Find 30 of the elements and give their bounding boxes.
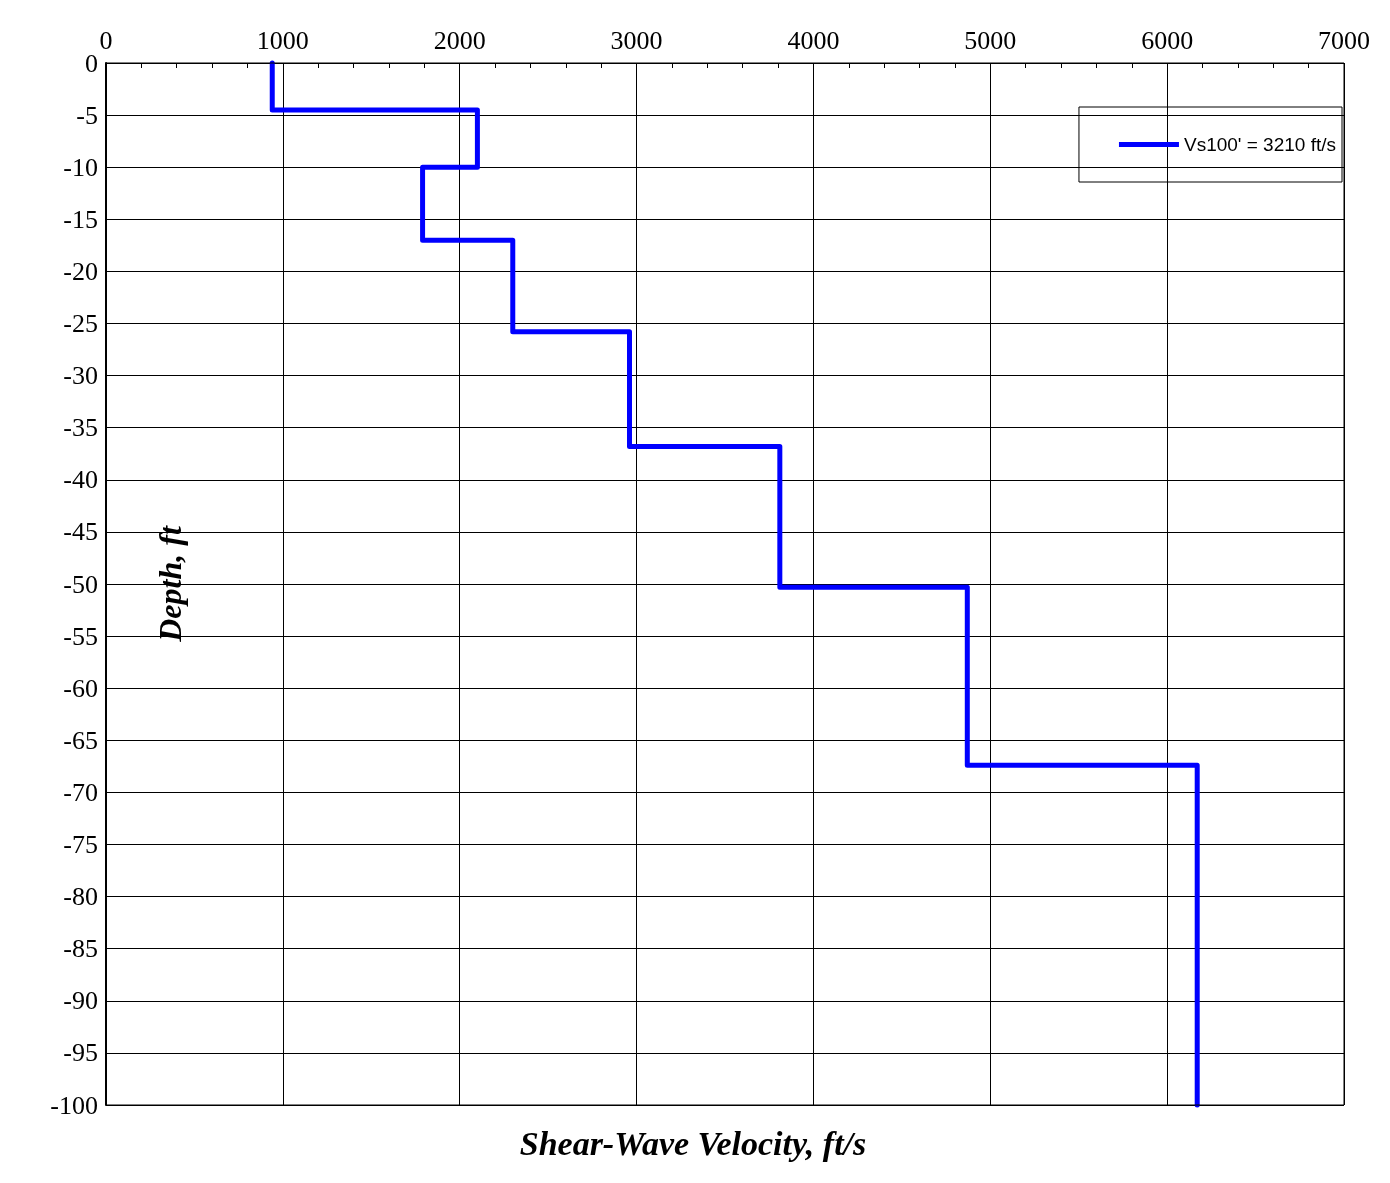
y-tick-label: -100	[50, 1090, 98, 1120]
x-tick-label: 3000	[610, 25, 663, 55]
y-tick-label: -60	[63, 673, 98, 703]
x-tick-label: 6000	[1141, 25, 1194, 55]
x-tick-label: 4000	[787, 25, 840, 55]
y-tick-label: -90	[63, 986, 98, 1016]
y-tick-label: -50	[63, 569, 98, 599]
y-tick-label: -65	[63, 725, 98, 755]
y-tick-label: -35	[63, 413, 98, 443]
y-tick-label: -85	[63, 934, 98, 964]
y-tick-label: -55	[63, 621, 98, 651]
y-tick-label: -15	[63, 204, 98, 234]
x-axis-title: Shear-Wave Velocity, ft/s	[519, 1124, 867, 1162]
y-tick-label: -75	[63, 830, 98, 859]
y-tick-label: -25	[63, 309, 98, 338]
y-tick-label: -95	[63, 1038, 98, 1068]
y-tick-label: -70	[63, 777, 98, 807]
y-tick-label: -10	[63, 152, 98, 182]
y-tick-label: -80	[63, 882, 98, 912]
y-tick-label: -30	[63, 361, 98, 391]
y-tick-label: 0	[85, 48, 98, 78]
x-tick-label: 7000	[1318, 25, 1370, 55]
x-tick-label: 2000	[433, 25, 486, 55]
y-tick-label: -40	[63, 465, 98, 495]
x-tick-label: 1000	[256, 25, 309, 55]
y-tick-label: -20	[63, 256, 98, 286]
legend-label: Vs100' = 3210 ft/s	[1183, 134, 1337, 155]
y-tick-label: -45	[63, 517, 98, 547]
y-tick-label: -5	[76, 100, 98, 130]
x-tick-label: 5000	[964, 25, 1017, 55]
